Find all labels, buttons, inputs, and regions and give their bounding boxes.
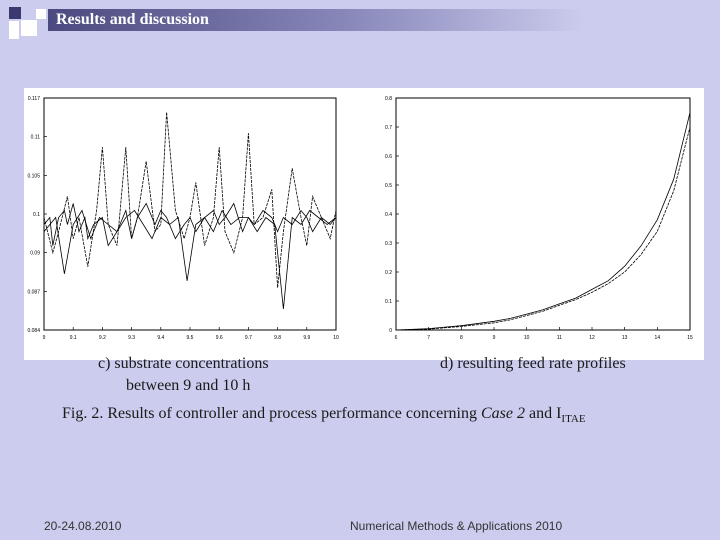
feed-rate-series-line [395, 126, 691, 331]
figure-svg: 9 9.1 9.2 9.3 9.4 9.5 9.6 9.7 9.8 9.9 10 0.084 0.087… [24, 88, 704, 360]
feed-rate-y-tick-label: 0.3 [385, 241, 392, 247]
substrate-x-tick-label: 9.4 [157, 335, 164, 341]
substrate-y-tick-label: 0.084 [27, 328, 40, 334]
feed-rate-y-tick-label: 0.2 [385, 270, 392, 276]
feed-rate-x-tick-label: 10 [524, 335, 530, 341]
feed-rate-y-tick-label: 0.7 [385, 125, 392, 131]
figure-caption-case: Case 2 [480, 405, 525, 422]
feed-rate-x-tick-label: 13 [622, 335, 628, 341]
footer-date: 20-24.08.2010 [44, 519, 122, 533]
corner-square-light [21, 20, 37, 36]
feed-rate-x-tick-label: 11 [557, 335, 562, 341]
caption-left-line2: between 9 and 10 h [126, 377, 251, 394]
substrate-y-tick-label: 0.087 [27, 289, 40, 295]
footer-conference: Numerical Methods & Applications 2010 [350, 519, 563, 533]
feed-rate-x-tick-label: 14 [655, 335, 661, 341]
feed-rate-series-line [395, 112, 691, 331]
title-bar [48, 9, 720, 31]
feed-rate-y-tick-label: 0.6 [385, 154, 392, 160]
feed-rate-y-tick-label: 0.8 [385, 96, 392, 102]
feed-rate-x-tick-label: 9 [493, 335, 496, 341]
plot-feed-rate: 6 7 8 9 10 11 12 13 14 15 0 0.1 0.2 0.3 0.4 0.5 0.6 0.7 0.… [385, 96, 693, 341]
feed-rate-y-tick-label: 0.5 [385, 183, 392, 189]
substrate-x-tick-label: 9.1 [70, 335, 77, 341]
feed-rate-y-tick-label: 0.4 [385, 212, 392, 218]
figure-caption-prefix: Fig. 2. Results of controller and proces… [62, 405, 481, 422]
feed-rate-x-tick-label: 7 [427, 335, 430, 341]
feed-rate-x-tick-label: 12 [589, 335, 595, 341]
substrate-y-tick-label: 0.1 [33, 212, 40, 218]
feed-rate-x-tick-label: 8 [460, 335, 463, 341]
substrate-x-tick-label: 9.5 [187, 335, 194, 341]
substrate-y-tick-label: 0.105 [27, 173, 40, 179]
substrate-series-line [43, 202, 337, 247]
figure-caption: Fig. 2. Results of controller and proces… [62, 405, 586, 425]
corner-square-small [36, 9, 46, 19]
slide-title: Results and discussion [56, 11, 209, 28]
substrate-series-line [43, 112, 337, 288]
figure: 9 9.1 9.2 9.3 9.4 9.5 9.6 9.7 9.8 9.9 10 0.084 0.087… [24, 88, 704, 360]
substrate-y-tick-label: 0.11 [31, 135, 41, 141]
substrate-x-tick-label: 10 [333, 335, 339, 341]
feed-rate-y-tick-label: 0.1 [385, 299, 392, 305]
substrate-x-tick-label: 9.8 [274, 335, 281, 341]
substrate-x-tick-label: 9 [43, 335, 46, 341]
substrate-series-line [43, 209, 337, 309]
figure-background [24, 88, 704, 360]
plot-substrate: 9 9.1 9.2 9.3 9.4 9.5 9.6 9.7 9.8 9.9 10 0.084 0.087… [27, 96, 339, 341]
corner-square-dark [9, 7, 21, 19]
caption-left-line1: c) substrate concentrations [98, 355, 269, 372]
corner-square-mid [9, 21, 19, 39]
substrate-x-tick-label: 9.7 [245, 335, 252, 341]
substrate-x-tick-label: 9.6 [216, 335, 223, 341]
substrate-y-tick-label: 0.09 [30, 251, 40, 257]
feed-rate-x-tick-label: 6 [395, 335, 398, 341]
feed-rate-y-tick-label: 0 [389, 328, 392, 334]
caption-right: d) resulting feed rate profiles [440, 355, 626, 372]
feed-rate-x-tick-label: 15 [687, 335, 693, 341]
figure-caption-subscript: ITAE [561, 413, 586, 426]
substrate-x-tick-label: 9.9 [303, 335, 310, 341]
figure-caption-and: and I [524, 405, 562, 422]
substrate-x-tick-label: 9.3 [128, 335, 135, 341]
substrate-x-tick-label: 9.2 [99, 335, 106, 341]
substrate-y-tick-label: 0.117 [28, 96, 40, 102]
